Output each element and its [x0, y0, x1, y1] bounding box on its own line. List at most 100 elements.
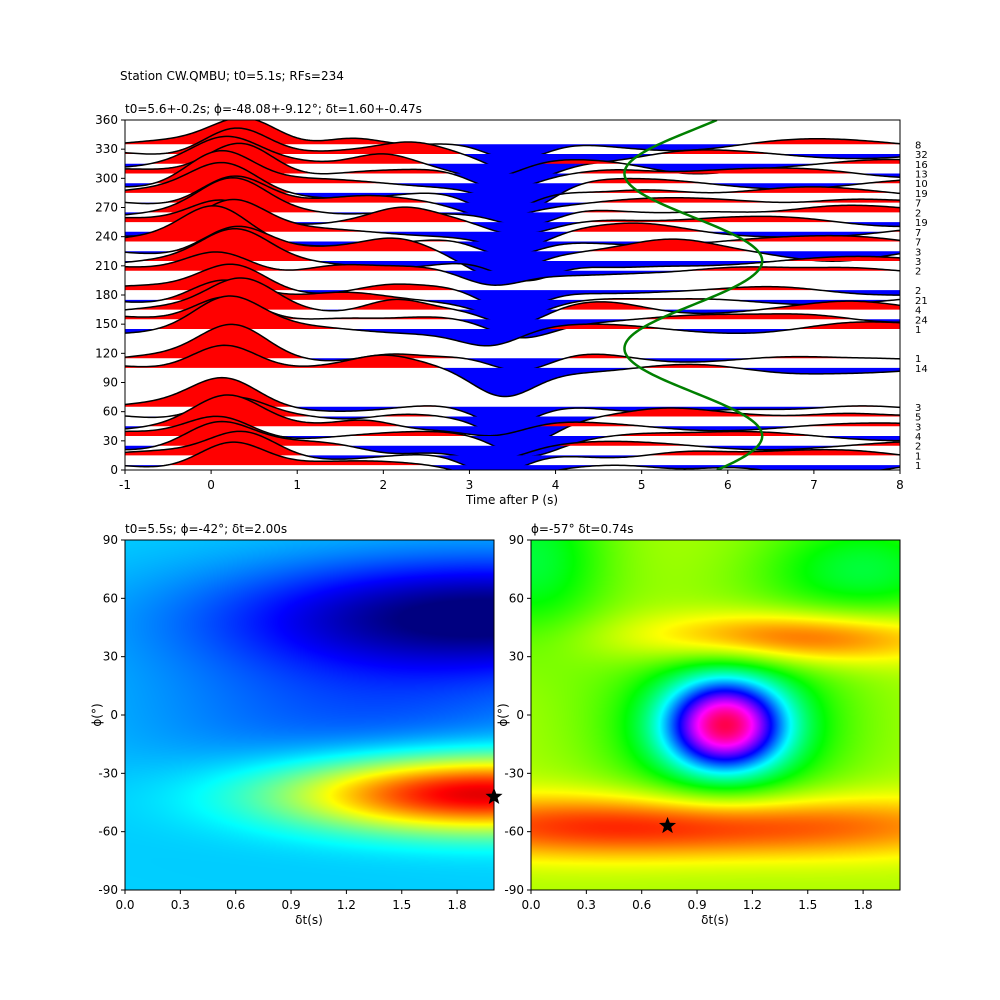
rf-x-axis-label: Time after P (s) [465, 493, 558, 507]
rf-trace-fill-negative [125, 406, 900, 426]
rf-x-tick-label: 3 [466, 478, 474, 492]
rf-trace-fill-negative [125, 299, 900, 319]
rf-traces [125, 120, 900, 470]
grid-right-x-tick-label: 0.9 [688, 898, 707, 912]
grid-right-title: ϕ=-57° δt=0.74s [531, 522, 633, 536]
grid-left-x-tick-label: 1.5 [392, 898, 411, 912]
grid-right-x-tick-label: 1.8 [854, 898, 873, 912]
rf-x-tick-label: 6 [724, 478, 732, 492]
arrival-time-curve [623, 120, 764, 470]
rf-count-label: 7 [915, 199, 921, 210]
rf-x-tick-label: 2 [380, 478, 388, 492]
rf-trace-fill-positive [125, 205, 900, 242]
rf-curve-group [623, 120, 764, 470]
rf-y-tick-label: 60 [103, 405, 118, 419]
rf-y-tick-label: 240 [95, 230, 118, 244]
grid-right-x-tick-label: 0.0 [521, 898, 540, 912]
rf-trace-fill-positive [125, 345, 900, 368]
rf-trace-fill-negative [125, 192, 900, 213]
rf-y-tick-label: 0 [110, 463, 118, 477]
best-fit-star [658, 816, 677, 834]
rf-trace-line [125, 441, 900, 470]
grid-left-y-tick-label: 90 [103, 533, 118, 547]
rf-trace-fill-positive [125, 442, 900, 466]
rf-count-label: 2 [915, 286, 921, 297]
grid-left-y-tick-label: 30 [103, 650, 118, 664]
rf-count-label: 4 [915, 306, 921, 317]
grid-right-axes: 0.0 0.3 0.6 0.9 1.2 1.5 1.8 -90 -60 -30 0 30 60 90 [504, 533, 872, 912]
grid-right-y-tick-label: 0 [516, 708, 524, 722]
rf-trace-line [125, 251, 900, 286]
rf-count-label: 2 [915, 267, 921, 278]
rf-x-tick-label: 7 [810, 478, 818, 492]
rf-count-label: 19 [915, 218, 928, 229]
rf-y-tick-label: 30 [103, 434, 118, 448]
rf-y-tick-label: 360 [95, 113, 118, 127]
grid-search-right-panel: ϕ=-57° δt=0.74s 0.0 0.3 0.6 0.9 1.2 1.5 1.8 -90… [496, 522, 901, 927]
grid-right-y-tick-label: -60 [504, 825, 524, 839]
rf-count-label: 3 [915, 422, 921, 433]
rf-count-label: 2 [915, 208, 921, 219]
grid-right-x-tick-label: 0.6 [632, 898, 651, 912]
rf-count-label: 32 [915, 150, 928, 161]
grid-left-x-tick-label: 1.8 [448, 898, 467, 912]
grid-right-x-label: δt(s) [701, 913, 729, 927]
rf-count-label: 8 [915, 140, 921, 151]
grid-right-best [658, 816, 677, 834]
grid-left-y-tick-label: 60 [103, 591, 118, 605]
grid-right-y-tick-label: 30 [509, 650, 524, 664]
rf-trace-fill-negative [125, 231, 900, 249]
rf-count-label: 3 [915, 403, 921, 414]
rf-trace-line [125, 344, 900, 398]
grid-left-y-tick-label: 0 [110, 708, 118, 722]
rf-count-label: 3 [915, 247, 921, 258]
rf-trace-fill-negative [125, 465, 900, 470]
grid-left-x-tick-label: 1.2 [337, 898, 356, 912]
grid-right-y-tick-label: 90 [509, 533, 524, 547]
rf-trace-fill-negative [125, 426, 900, 436]
grid-left-x-tick-label: 0.3 [171, 898, 190, 912]
rf-trace-fill-negative [125, 212, 900, 227]
grid-left-y-label: ϕ(°) [90, 703, 104, 726]
rf-trace-fill-negative [125, 319, 900, 338]
rf-panel-title: t0=5.6+-0.2s; ϕ=-48.08+-9.12°; δt=1.60+-… [125, 102, 422, 116]
figure-suptitle: Station CW.QMBU; t0=5.1s; RFs=234 [120, 69, 344, 83]
rf-x-axis: -1 0 1 2 3 4 5 6 7 8 [119, 470, 904, 492]
grid-right-y-tick-label: -30 [504, 766, 524, 780]
rf-x-tick-label: 8 [896, 478, 904, 492]
rf-trace-fill-negative [125, 163, 900, 179]
grid-right-x-tick-label: 0.3 [577, 898, 596, 912]
grid-left-y-tick-label: -90 [98, 883, 118, 897]
rf-count-label: 5 [915, 413, 921, 424]
rf-count-label: 19 [915, 189, 928, 200]
rf-y-axis: 0 30 60 90 120 150 180 210 240 270 300 330 360 [95, 113, 125, 477]
rf-trace-line [125, 430, 900, 470]
grid-right-y-label: ϕ(°) [496, 703, 510, 726]
rf-trace-fill-negative [125, 455, 900, 470]
rf-count-label: 16 [915, 160, 928, 171]
rf-y-tick-label: 150 [95, 317, 118, 331]
rf-y-tick-label: 120 [95, 346, 118, 360]
rf-count-label: 7 [915, 228, 921, 239]
grid-left-best [485, 787, 503, 804]
rf-count-label: 24 [915, 315, 928, 326]
rf-count-label: 1 [915, 451, 921, 462]
rf-trace-fill-negative [125, 202, 900, 219]
rf-count-label: 10 [915, 179, 928, 190]
rf-y-tick-label: 270 [95, 201, 118, 215]
rf-trace-fill-negative [125, 329, 900, 346]
rf-count-label: 4 [915, 432, 921, 443]
grid-left-x-tick-label: 0.6 [226, 898, 245, 912]
grid-left-title: t0=5.5s; ϕ=-42°; δt=2.00s [125, 522, 287, 536]
rf-y-tick-label: 90 [103, 376, 118, 390]
grid-left-y-tick-label: -60 [98, 825, 118, 839]
grid-left-y-tick-label: -30 [98, 766, 118, 780]
rf-count-label: 2 [915, 442, 921, 453]
rf-trace-fill-negative [125, 445, 900, 461]
rf-trace-fill-negative [125, 309, 900, 325]
rf-count-label: 1 [915, 325, 921, 336]
grid-right-x-tick-label: 1.2 [743, 898, 762, 912]
rf-trace-fill-negative [125, 270, 900, 286]
grid-left-x-tick-label: 0.9 [282, 898, 301, 912]
